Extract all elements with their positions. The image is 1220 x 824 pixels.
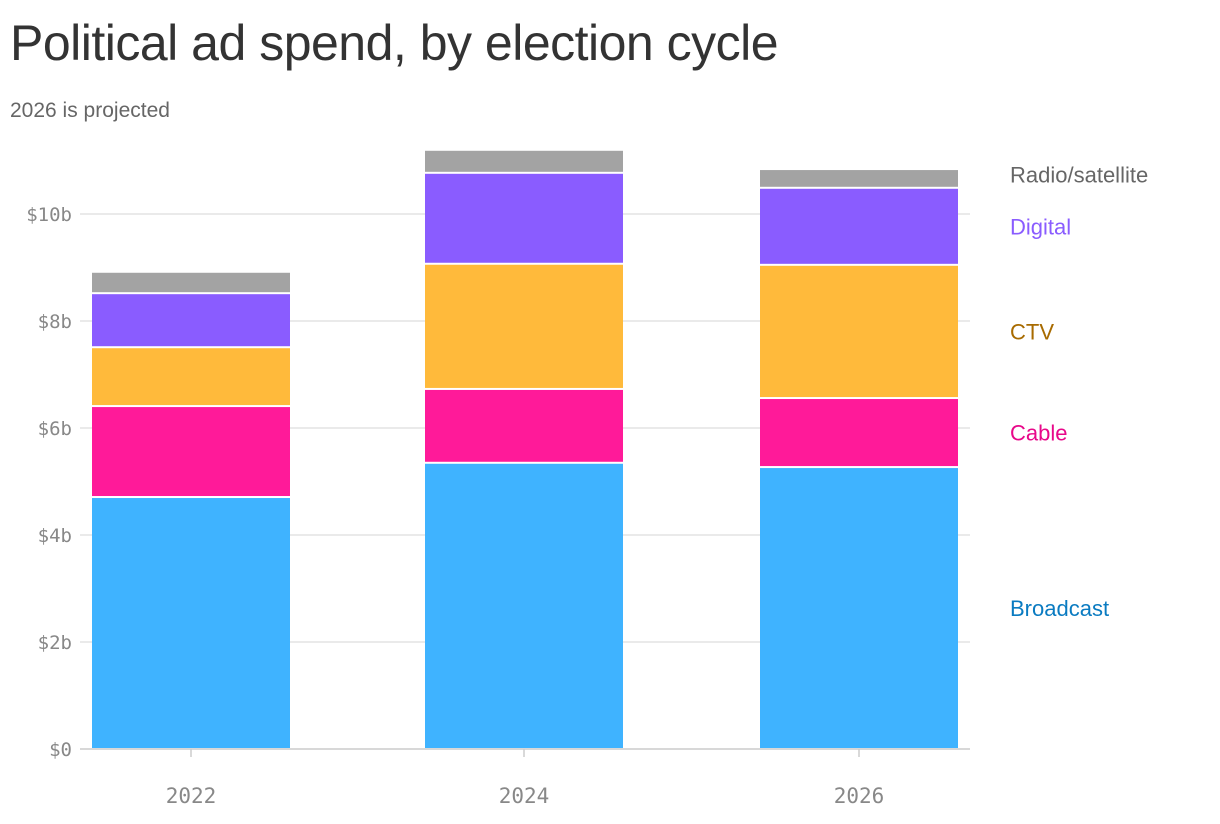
bar-segment bbox=[760, 265, 958, 398]
bar-segment bbox=[760, 468, 958, 748]
y-tick-label: $0 bbox=[49, 739, 72, 761]
bar-segment bbox=[425, 389, 623, 462]
bar-segment bbox=[760, 170, 958, 187]
bar-segment bbox=[425, 150, 623, 172]
legend-label: CTV bbox=[1010, 319, 1054, 344]
chart-subtitle: 2026 is projected bbox=[10, 99, 170, 122]
legend-label: Radio/satellite bbox=[1010, 162, 1148, 187]
bar-segment bbox=[92, 348, 290, 406]
bar-segment bbox=[92, 498, 290, 748]
bar-segment bbox=[425, 173, 623, 263]
y-tick-label: $10b bbox=[26, 204, 72, 226]
bar-segment bbox=[425, 463, 623, 748]
chart-title: Political ad spend, by election cycle bbox=[10, 15, 779, 71]
legend-label: Digital bbox=[1010, 214, 1071, 239]
bar-segment bbox=[425, 264, 623, 388]
legend-label: Cable bbox=[1010, 421, 1067, 446]
bar-segment bbox=[760, 399, 958, 467]
y-tick-label: $2b bbox=[38, 632, 72, 654]
legend-label: Broadcast bbox=[1010, 596, 1109, 621]
y-tick-label: $4b bbox=[38, 525, 72, 547]
x-tick-label: 2022 bbox=[166, 784, 217, 808]
x-tick-label: 2026 bbox=[834, 784, 885, 808]
y-tick-label: $6b bbox=[38, 418, 72, 440]
bar-segment bbox=[92, 294, 290, 347]
y-tick-label: $8b bbox=[38, 311, 72, 333]
bar-segment bbox=[92, 272, 290, 293]
bar-segment bbox=[92, 407, 290, 497]
bar-segment bbox=[760, 188, 958, 264]
x-tick-label: 2024 bbox=[499, 784, 550, 808]
